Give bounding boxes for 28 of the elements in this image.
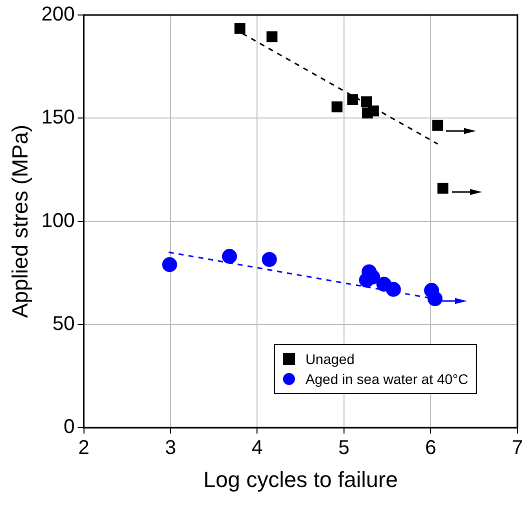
x-tick-label: 7 bbox=[512, 437, 523, 460]
point bbox=[162, 257, 178, 272]
point bbox=[368, 105, 379, 116]
point bbox=[222, 248, 237, 264]
point bbox=[266, 31, 278, 42]
y-tick-label: 150 bbox=[41, 106, 75, 129]
y-tick-label: 0 bbox=[64, 416, 75, 438]
point bbox=[234, 22, 246, 34]
x-tick-label: 4 bbox=[252, 437, 263, 460]
point bbox=[262, 252, 277, 267]
y-axis-title: Applied stres (MPa) bbox=[7, 124, 32, 318]
x-tick-label: 2 bbox=[78, 437, 90, 460]
point bbox=[437, 182, 448, 194]
x-tick-label: 5 bbox=[338, 437, 350, 460]
y-tick-label: 200 bbox=[41, 4, 75, 26]
x-axis-title: Log cycles to failure bbox=[203, 466, 398, 492]
y-tick-label: 100 bbox=[41, 210, 75, 232]
y-tick-label: 50 bbox=[52, 312, 75, 335]
point bbox=[432, 120, 444, 131]
x-tick-label: 6 bbox=[425, 437, 436, 460]
point bbox=[332, 101, 342, 112]
legend-label: Aged in sea water at 40°C bbox=[305, 370, 468, 387]
x-tick-label: 3 bbox=[164, 437, 176, 460]
point bbox=[428, 291, 443, 306]
legend-label: Unaged bbox=[305, 350, 354, 367]
point bbox=[361, 96, 372, 108]
point bbox=[347, 94, 358, 106]
point bbox=[386, 282, 401, 297]
